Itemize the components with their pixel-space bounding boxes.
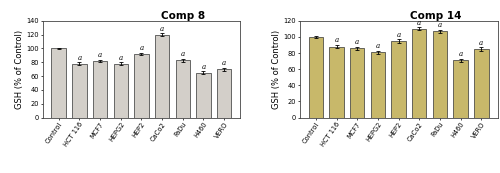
Bar	[114, 64, 128, 118]
Text: Comp 8: Comp 8	[160, 11, 204, 21]
Text: Comp 14: Comp 14	[410, 11, 462, 21]
Bar	[370, 52, 385, 118]
Text: a: a	[222, 59, 226, 67]
Bar	[392, 41, 406, 118]
Bar	[454, 60, 468, 118]
Bar	[412, 29, 426, 118]
Text: a: a	[458, 50, 462, 58]
Bar	[474, 49, 488, 118]
Text: a: a	[160, 25, 164, 33]
Text: a: a	[438, 21, 442, 29]
Bar	[72, 64, 86, 118]
Y-axis label: GSH (% of Control): GSH (% of Control)	[14, 30, 24, 109]
Text: a: a	[376, 42, 380, 50]
Y-axis label: GSH (% of Control): GSH (% of Control)	[272, 30, 281, 109]
Text: a: a	[180, 50, 185, 58]
Text: a: a	[396, 31, 400, 39]
Bar	[350, 48, 364, 118]
Bar	[330, 47, 344, 118]
Text: a: a	[479, 39, 484, 47]
Text: a: a	[355, 38, 360, 46]
Text: a: a	[140, 44, 143, 52]
Bar	[217, 69, 232, 118]
Bar	[432, 31, 447, 118]
Text: a: a	[78, 54, 82, 62]
Text: a: a	[417, 19, 422, 27]
Bar	[155, 35, 170, 118]
Text: a: a	[334, 36, 338, 44]
Text: a: a	[118, 54, 123, 62]
Bar	[134, 54, 148, 118]
Bar	[93, 61, 108, 118]
Bar	[176, 60, 190, 118]
Text: a: a	[98, 51, 102, 59]
Bar	[196, 73, 210, 118]
Text: a: a	[202, 63, 205, 71]
Bar	[308, 37, 323, 118]
Bar	[52, 48, 66, 118]
